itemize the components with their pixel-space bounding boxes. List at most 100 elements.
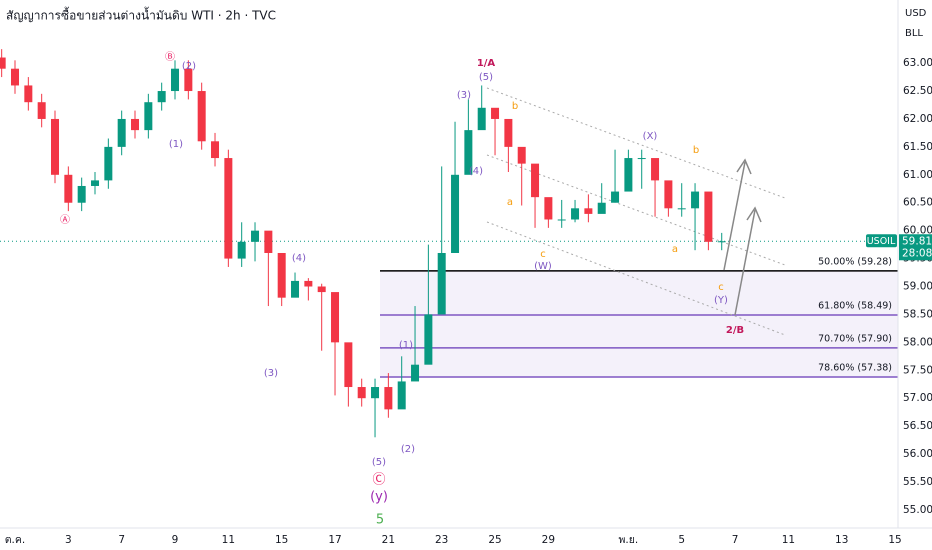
wave-label: 2/B bbox=[726, 325, 744, 336]
candle-body bbox=[384, 387, 393, 410]
candle-body bbox=[477, 107, 486, 131]
candle-body bbox=[104, 146, 113, 181]
projection-arrows bbox=[723, 158, 762, 316]
wave-label: (4) bbox=[292, 253, 306, 264]
candle-body bbox=[11, 68, 20, 86]
candle-body bbox=[397, 381, 406, 410]
candle-body bbox=[317, 286, 326, 293]
annotations: 1/A(5)(3)b(4)ac(W)(X)bac(Y)2/BⒶⒷ(2)(1)(4… bbox=[60, 51, 744, 528]
y-tick-label: 58.50 bbox=[903, 308, 932, 320]
candle-body bbox=[704, 191, 713, 242]
candles bbox=[0, 49, 726, 438]
candle-body bbox=[131, 118, 140, 131]
candle-body bbox=[157, 91, 166, 103]
candle-body bbox=[291, 280, 300, 298]
candle-body bbox=[677, 208, 686, 210]
candle-body bbox=[51, 118, 60, 175]
candle-body bbox=[651, 158, 660, 181]
candle-body bbox=[531, 163, 540, 198]
candle-body bbox=[251, 230, 260, 242]
wave-label: c bbox=[718, 282, 724, 293]
x-tick-label: 17 bbox=[328, 534, 341, 546]
x-tick-label: 15 bbox=[888, 534, 901, 546]
candle-body bbox=[597, 202, 606, 214]
y-tick-label: 63.00 bbox=[903, 57, 932, 69]
wave-label: (2) bbox=[182, 61, 196, 72]
candle-body bbox=[197, 91, 206, 142]
axes: 55.00 55.50 56.00 56.50 57.00 57.50 58.00 58.50… bbox=[5, 57, 932, 546]
wave-label: (5) bbox=[479, 72, 493, 83]
countdown: 28:08 bbox=[902, 247, 932, 259]
wave-label: (X) bbox=[643, 131, 658, 142]
x-tick-label: 7 bbox=[118, 534, 125, 546]
wave-label: (Y) bbox=[714, 295, 728, 306]
candle-body bbox=[237, 241, 246, 259]
symbol-label: USOIL bbox=[867, 236, 896, 247]
candle-body bbox=[37, 102, 46, 119]
y-tick-label: 58.00 bbox=[903, 336, 932, 348]
wave-label: (3) bbox=[264, 368, 278, 379]
wave-label: (5) bbox=[372, 457, 386, 468]
fib-shade bbox=[380, 270, 898, 377]
y-tick-label: 56.50 bbox=[903, 420, 932, 432]
arrow-head bbox=[746, 206, 762, 223]
candle-body bbox=[211, 141, 220, 159]
candle-body bbox=[171, 68, 180, 92]
wave-label: b bbox=[693, 145, 699, 156]
candle-body bbox=[491, 107, 500, 119]
x-tick-label: 13 bbox=[835, 534, 848, 546]
candle-body bbox=[517, 146, 526, 164]
wave-label: Ⓒ bbox=[372, 473, 385, 488]
arrow-head bbox=[736, 158, 752, 175]
candle-body bbox=[304, 280, 313, 287]
candle-body bbox=[277, 252, 286, 298]
arrow bbox=[723, 161, 746, 271]
candle-body bbox=[664, 180, 673, 209]
candle-body bbox=[624, 158, 633, 192]
y-tick-label: 56.00 bbox=[903, 448, 932, 460]
candle-body bbox=[371, 387, 380, 399]
candle-body bbox=[571, 208, 580, 220]
y-tick-label: 57.50 bbox=[903, 364, 932, 376]
y-tick-label: 60.50 bbox=[903, 197, 932, 209]
wave-label: (1) bbox=[399, 340, 413, 351]
candle-body bbox=[184, 68, 193, 92]
candle-body bbox=[464, 130, 473, 175]
wave-label: b bbox=[512, 101, 518, 112]
candle-body bbox=[584, 208, 593, 214]
wave-label: c bbox=[540, 249, 546, 260]
wave-label: (y) bbox=[370, 490, 388, 505]
candle-body bbox=[691, 191, 700, 209]
candle-body bbox=[557, 219, 566, 221]
arrow bbox=[734, 209, 756, 316]
candle-body bbox=[357, 387, 366, 399]
candle-body bbox=[411, 364, 420, 382]
x-tick-label: พ.ย. bbox=[619, 534, 639, 546]
candle-body bbox=[91, 180, 100, 186]
x-tick-label: 3 bbox=[65, 534, 72, 546]
y-tick-label: 62.00 bbox=[903, 113, 932, 125]
wave-label: Ⓐ bbox=[60, 214, 70, 226]
candle-body bbox=[637, 158, 646, 160]
price-tag bbox=[899, 234, 932, 261]
fib-label: 78.60% (57.38) bbox=[818, 362, 892, 373]
x-tick-label: 7 bbox=[732, 534, 739, 546]
wave-label: 5 bbox=[376, 513, 384, 528]
wave-label: a bbox=[507, 197, 513, 208]
y-tick-label: 55.00 bbox=[903, 504, 932, 516]
candle-body bbox=[717, 241, 726, 243]
currency: USD bbox=[905, 8, 927, 19]
y-tick-label: 55.50 bbox=[903, 476, 932, 488]
last-price: 59.81 bbox=[902, 235, 932, 247]
wave-label: 1/A bbox=[477, 58, 496, 69]
x-tick-label: 9 bbox=[172, 534, 179, 546]
fib-label: 70.70% (57.90) bbox=[818, 333, 892, 344]
x-tick-label: 21 bbox=[382, 534, 395, 546]
candle-body bbox=[504, 118, 513, 147]
wave-label: (W) bbox=[534, 261, 552, 272]
candle-body bbox=[77, 185, 86, 203]
x-tick-label: 5 bbox=[678, 534, 685, 546]
y-tick-label: 59.00 bbox=[903, 281, 932, 293]
x-tick-label: 11 bbox=[782, 534, 795, 546]
